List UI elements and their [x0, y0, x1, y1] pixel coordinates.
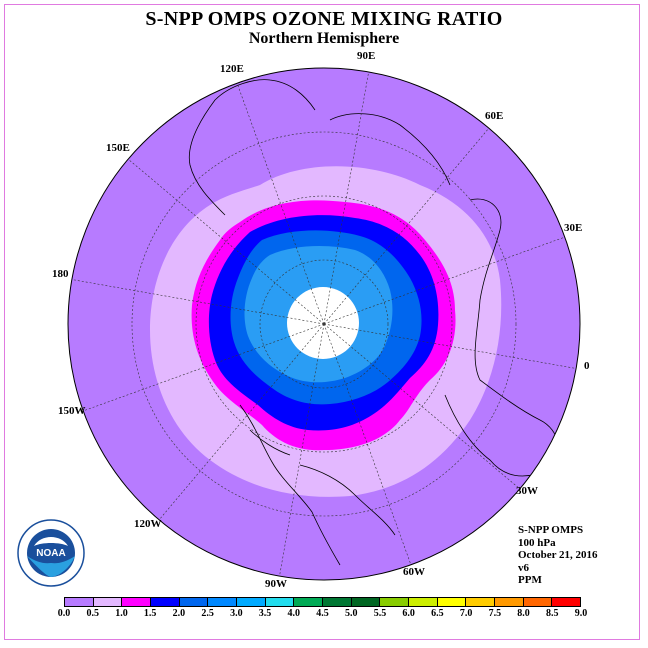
plot-frame	[4, 4, 640, 640]
info-date: October 21, 2016	[518, 549, 598, 561]
color-bar-segment	[466, 598, 496, 606]
info-version: v6	[518, 561, 529, 574]
color-bar-segment	[93, 598, 123, 606]
color-bar-tick-label: 0.0	[57, 608, 71, 619]
color-bar-segment	[151, 598, 180, 606]
info-level: 100 hPa	[518, 536, 556, 549]
lon-label-0: 0	[584, 360, 590, 372]
color-bar-segment	[294, 598, 324, 606]
info-units: PPM	[518, 574, 542, 586]
color-bar-tick-label: 9.0	[574, 608, 588, 619]
color-bar-tick-label: 4.0	[287, 608, 301, 619]
lon-label-90e: 90E	[357, 50, 376, 62]
color-bar-segment	[65, 598, 94, 606]
color-bar-tick-label: 3.5	[258, 608, 272, 619]
lon-label-120w: 120W	[134, 518, 162, 530]
color-bar-segment	[552, 598, 581, 606]
info-instrument: S-NPP OMPS	[518, 524, 584, 536]
color-bar-tick-label: 6.5	[431, 608, 444, 619]
color-bar-tick-label: 7.5	[488, 608, 502, 619]
color-bar	[64, 597, 581, 607]
color-bar-segment	[323, 598, 352, 606]
color-bar-segment	[122, 598, 152, 606]
color-bar-tick-label: 2.0	[172, 608, 186, 619]
color-bar-tick-label: 5.5	[373, 608, 387, 619]
color-bar-segment	[179, 598, 209, 606]
color-bar-segment	[523, 598, 553, 606]
color-bar-segment	[208, 598, 238, 606]
color-bar-tick-labels: 0.0 0.5 1.0 1.5 2.0 2.5 3.0 3.5 4.0 4.5 5.0 5.5 6.0 6…	[0, 608, 648, 622]
lon-label-60w: 60W	[403, 566, 425, 578]
color-bar-segment	[265, 598, 295, 606]
lon-label-30e: 30E	[564, 222, 583, 234]
color-bar-segment	[351, 598, 381, 606]
color-bar-tick-label: 3.0	[230, 608, 243, 619]
noaa-logo: NOAA	[17, 519, 85, 587]
map-boundary-circle	[67, 67, 581, 581]
color-bar-tick-label: 5.0	[344, 608, 358, 619]
color-bar-tick-label: 7.0	[459, 608, 473, 619]
color-bar-tick-label: 1.5	[143, 608, 157, 619]
color-bar-tick-label: 1.0	[115, 608, 128, 619]
lon-label-60e: 60E	[485, 110, 504, 122]
coastlines	[188, 79, 559, 566]
noaa-logo-text: NOAA	[36, 548, 65, 559]
lon-label-180: 180	[52, 268, 69, 280]
color-bar-tick-label: 6.0	[402, 608, 415, 619]
lon-label-120e: 120E	[220, 63, 244, 75]
lon-label-150e: 150E	[106, 142, 130, 154]
color-bar-segment	[237, 598, 266, 606]
lon-label-150w: 150W	[58, 405, 86, 417]
color-bar-tick-label: 8.0	[517, 608, 530, 619]
map-title: S-NPP OMPS OZONE MIXING RATIO	[145, 8, 503, 30]
map-subtitle: Northern Hemisphere	[248, 30, 400, 47]
color-bar-segment	[380, 598, 410, 606]
color-bar-tick-label: 2.5	[201, 608, 214, 619]
color-bar-tick-label: 8.5	[546, 608, 559, 619]
info-box: S-NPP OMPS 100 hPa October 21, 2016 v6 P…	[518, 524, 598, 587]
color-bar-segment	[495, 598, 524, 606]
color-bar-tick-label: 4.5	[316, 608, 329, 619]
graticule	[68, 69, 580, 580]
lon-label-30w: 30W	[516, 485, 538, 497]
color-bar-segment	[437, 598, 467, 606]
lon-label-90w: 90W	[265, 578, 287, 590]
color-bar-tick-label: 0.5	[86, 608, 99, 619]
color-bar-segment	[409, 598, 438, 606]
